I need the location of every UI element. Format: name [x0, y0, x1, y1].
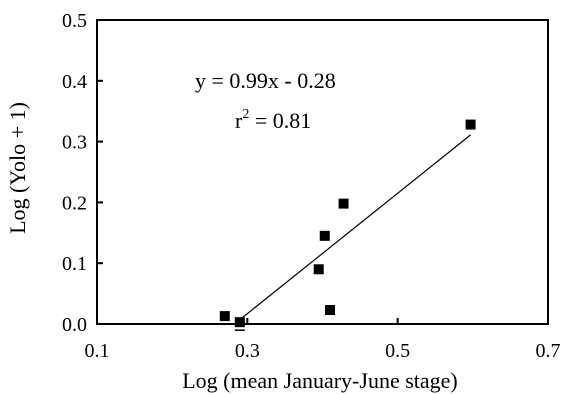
- y-tick-label: 0.4: [62, 71, 87, 93]
- y-tick-label: 0.1: [62, 253, 87, 275]
- r-squared-value: = 0.81: [249, 108, 311, 133]
- trend-line: [239, 134, 471, 321]
- axis-ticks: 0.1 0.3 0.5 0.7 0.0 0.1 0.2 0.3 0.4 0.5: [62, 10, 561, 362]
- data-point: [234, 317, 245, 328]
- data-point: [219, 311, 230, 322]
- r-squared-label: r2 = 0.81: [235, 107, 311, 133]
- y-tick-label: 0.2: [62, 192, 87, 214]
- y-tick-label: 0.0: [62, 314, 87, 336]
- plot-frame: [96, 19, 549, 325]
- regression-equation: y = 0.99x - 0.28: [195, 68, 336, 93]
- data-point: [465, 119, 476, 130]
- data-point: [338, 198, 349, 209]
- x-tick-label: 0.1: [85, 340, 110, 362]
- data-point: [313, 264, 324, 275]
- y-axis-title: Log (Yolo + 1): [5, 102, 30, 234]
- y-tick-label: 0.5: [62, 10, 87, 32]
- x-tick-label: 0.5: [385, 340, 410, 362]
- data-point: [319, 230, 330, 241]
- x-tick-label: 0.3: [235, 340, 260, 362]
- y-tick-label: 0.3: [62, 132, 87, 154]
- x-tick-label: 0.7: [536, 340, 561, 362]
- r-squared-base: r: [235, 108, 243, 133]
- x-axis-title: Log (mean January-June stage): [182, 368, 458, 393]
- data-point: [325, 305, 336, 316]
- r-squared-superscript: 2: [242, 107, 249, 122]
- data-marks: [219, 119, 476, 331]
- plot-area: [96, 19, 549, 325]
